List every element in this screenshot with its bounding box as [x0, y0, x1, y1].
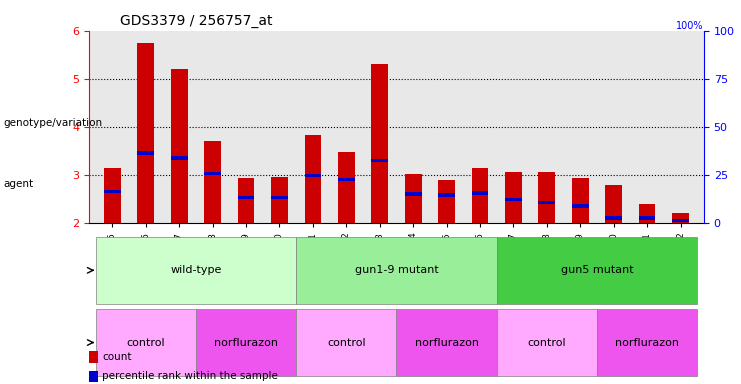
- Bar: [505, 198, 522, 201]
- Text: control: control: [127, 338, 165, 348]
- FancyBboxPatch shape: [496, 237, 697, 304]
- Bar: [171, 69, 187, 223]
- Text: percentile rank within the sample: percentile rank within the sample: [102, 371, 278, 381]
- Text: norflurazon: norflurazon: [414, 338, 479, 348]
- Bar: [137, 151, 154, 155]
- Text: norflurazon: norflurazon: [214, 338, 278, 348]
- FancyBboxPatch shape: [96, 237, 296, 304]
- Bar: [672, 213, 689, 223]
- FancyBboxPatch shape: [196, 309, 296, 376]
- Bar: [438, 180, 455, 223]
- Bar: [238, 195, 254, 199]
- Bar: [471, 167, 488, 223]
- Bar: [438, 193, 455, 197]
- Bar: [539, 172, 555, 223]
- Bar: [137, 43, 154, 223]
- Text: 100%: 100%: [677, 21, 704, 31]
- Text: gun1-9 mutant: gun1-9 mutant: [354, 265, 439, 275]
- FancyBboxPatch shape: [396, 309, 496, 376]
- Text: genotype/variation: genotype/variation: [4, 118, 103, 128]
- Text: gun5 mutant: gun5 mutant: [561, 265, 634, 275]
- Bar: [89, 351, 98, 363]
- Bar: [605, 216, 622, 220]
- Bar: [305, 174, 322, 177]
- Text: agent: agent: [4, 179, 34, 189]
- Bar: [171, 156, 187, 160]
- Bar: [338, 152, 355, 223]
- Bar: [89, 371, 98, 382]
- Bar: [405, 174, 422, 223]
- Text: GDS3379 / 256757_at: GDS3379 / 256757_at: [120, 14, 272, 28]
- Bar: [639, 205, 656, 223]
- Text: control: control: [327, 338, 365, 348]
- Bar: [405, 192, 422, 195]
- Bar: [505, 172, 522, 223]
- Bar: [104, 167, 121, 223]
- Bar: [539, 201, 555, 204]
- Bar: [271, 177, 288, 223]
- Bar: [672, 218, 689, 222]
- FancyBboxPatch shape: [496, 309, 597, 376]
- Bar: [205, 141, 221, 223]
- Bar: [205, 172, 221, 175]
- Bar: [572, 204, 588, 208]
- FancyBboxPatch shape: [296, 309, 396, 376]
- Text: wild-type: wild-type: [170, 265, 222, 275]
- Bar: [338, 178, 355, 181]
- Text: control: control: [528, 338, 566, 348]
- FancyBboxPatch shape: [296, 237, 496, 304]
- Bar: [104, 190, 121, 193]
- Bar: [639, 216, 656, 220]
- Text: count: count: [102, 352, 131, 362]
- Bar: [572, 178, 588, 223]
- Bar: [371, 65, 388, 223]
- Bar: [371, 159, 388, 162]
- Bar: [605, 185, 622, 223]
- Text: norflurazon: norflurazon: [615, 338, 679, 348]
- Bar: [471, 191, 488, 195]
- Bar: [305, 136, 322, 223]
- Bar: [271, 196, 288, 199]
- FancyBboxPatch shape: [597, 309, 697, 376]
- FancyBboxPatch shape: [96, 309, 196, 376]
- Bar: [238, 178, 254, 223]
